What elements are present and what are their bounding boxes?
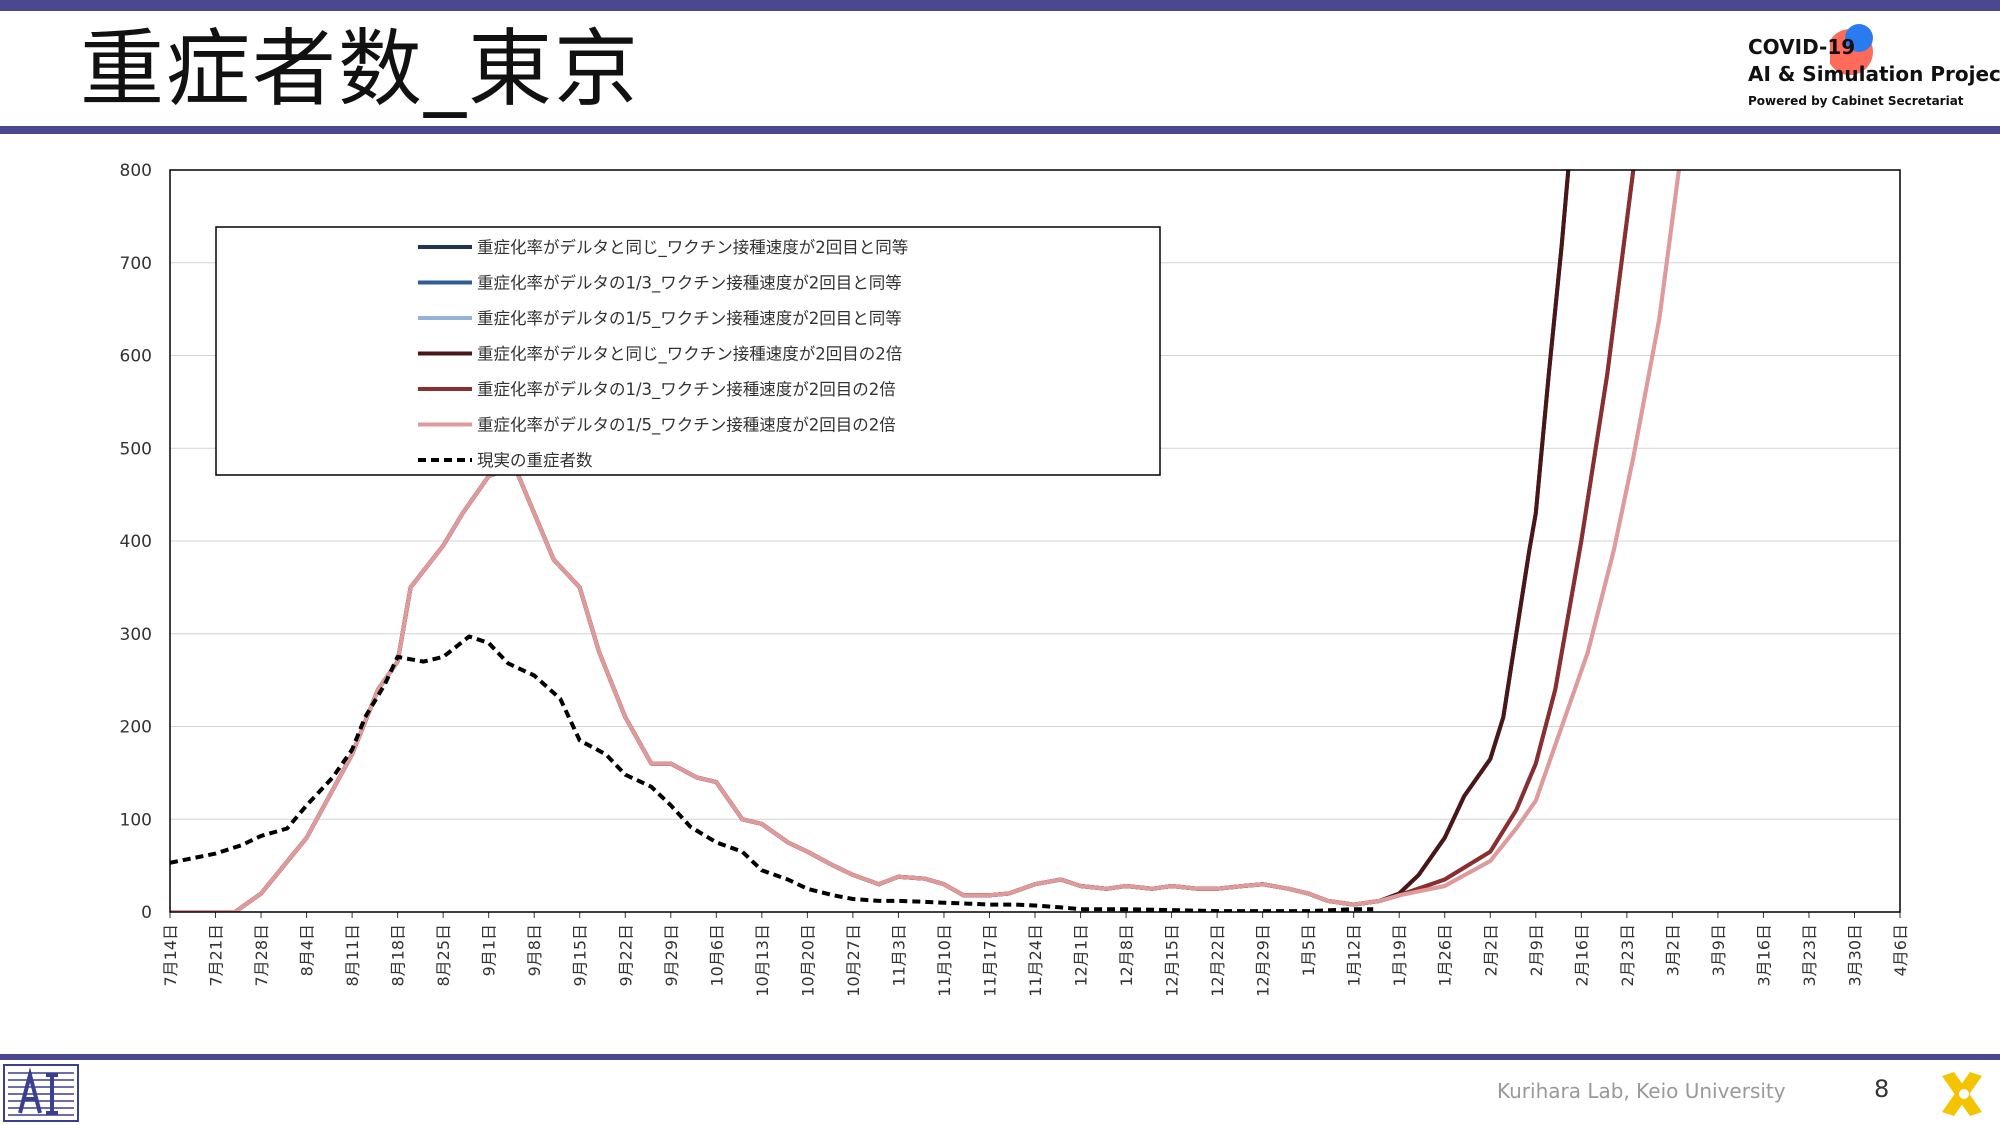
x-tick-label: 10月6日 — [707, 924, 726, 987]
legend-label-2: 重症化率がデルタの1/3_ワクチン接種速度が2回目と同等 — [477, 273, 902, 294]
footer-credit: Kurihara Lab, Keio University — [1497, 1079, 1786, 1103]
x-tick-label: 1月19日 — [1390, 924, 1409, 987]
x-tick-label: 3月9日 — [1709, 924, 1728, 976]
y-tick-label: 200 — [120, 718, 152, 738]
y-tick-label: 700 — [120, 254, 152, 274]
legend-box — [215, 226, 1161, 476]
covid-ai-simulation-logo: COVID-19 AI & Simulation Project Powered… — [1745, 22, 2000, 117]
y-tick-label: 0 — [141, 903, 152, 923]
x-tick-label: 12月22日 — [1208, 924, 1227, 997]
x-tick-label: 11月3日 — [889, 924, 908, 987]
x-tick-label: 9月15日 — [571, 924, 590, 987]
severe-cases-line-chart: 0 100 200 300 400 500 600 700 800 7月14日 7月21日 7月28日… — [120, 161, 1910, 997]
x-tick-label: 12月15日 — [1163, 924, 1182, 997]
x-tick-label: 10月20日 — [798, 924, 817, 997]
footer-rule — [0, 1054, 2000, 1060]
x-tick-label: 11月24日 — [1026, 924, 1045, 997]
x-tick-label: 1月5日 — [1299, 924, 1318, 976]
x-tick-label: 8月25日 — [434, 924, 453, 987]
y-tick-label: 100 — [120, 810, 152, 830]
x-tick-label: 9月22日 — [616, 924, 635, 987]
logo-title: COVID-19 — [1748, 35, 1856, 59]
x-tick-label: 7月28日 — [252, 924, 271, 987]
series-line-7 — [170, 634, 1374, 912]
x-tick-label: 11月10日 — [935, 924, 954, 997]
y-tick-label: 600 — [120, 347, 152, 367]
x-tick-label: 9月29日 — [662, 924, 681, 987]
ai-circuit-logo-icon — [3, 1064, 79, 1122]
y-tick-label: 500 — [120, 439, 152, 459]
x-tick-label: 3月2日 — [1663, 924, 1682, 976]
x-tick-label: 11月17日 — [980, 924, 999, 997]
legend-label-3: 重症化率がデルタの1/5_ワクチン接種速度が2回目と同等 — [477, 308, 902, 329]
x-tick-label: 2月9日 — [1527, 924, 1546, 976]
x-tick-label: 7月21日 — [207, 924, 226, 987]
x-tick-label: 2月23日 — [1618, 924, 1637, 987]
legend-label-6: 重症化率がデルタの1/5_ワクチン接種速度が2回目の2倍 — [477, 415, 896, 436]
logo-tagline: Powered by Cabinet Secretariat — [1748, 94, 1964, 108]
y-tick-label: 300 — [120, 625, 152, 645]
x-tick-label: 4月6日 — [1891, 924, 1910, 976]
legend-label-5: 重症化率がデルタの1/3_ワクチン接種速度が2回目の2倍 — [477, 379, 896, 400]
legend-label-4: 重症化率がデルタと同じ_ワクチン接種速度が2回目の2倍 — [477, 344, 902, 365]
x-tick-label: 9月8日 — [525, 924, 544, 976]
x-tick-label: 2月2日 — [1481, 924, 1500, 976]
x-tick-label: 1月26日 — [1436, 924, 1455, 987]
x-tick-label: 3月30日 — [1845, 924, 1864, 987]
x-tick-label: 2月16日 — [1572, 924, 1591, 987]
y-tick-label: 800 — [120, 161, 152, 181]
page-title: 重症者数_東京 — [80, 20, 641, 118]
x-tick-label: 8月11日 — [343, 924, 362, 987]
x-tick-label: 7月14日 — [161, 924, 180, 987]
x-tick-label: 3月16日 — [1754, 924, 1773, 987]
x-tick-label: 12月1日 — [1072, 924, 1091, 987]
x-tick-label: 9月1日 — [480, 924, 499, 976]
x-tick-label: 8月4日 — [298, 924, 317, 976]
header-rule — [0, 126, 2000, 134]
x-tick-label: 10月13日 — [753, 924, 772, 997]
page-number: 8 — [1874, 1075, 1890, 1103]
x-tick-label: 1月12日 — [1345, 924, 1364, 987]
top-accent-bar — [0, 0, 2000, 11]
x-tick-label: 12月8日 — [1117, 924, 1136, 987]
x-tick-label: 8月18日 — [389, 924, 408, 987]
logo-subtitle: AI & Simulation Project — [1748, 62, 2000, 86]
logo-circle-blue — [1845, 24, 1873, 52]
x-tick-label: 10月27日 — [844, 924, 863, 997]
legend-label-7: 現実の重症者数 — [477, 451, 593, 470]
yellow-x-logo-icon — [1942, 1072, 1982, 1116]
logo-circles-icon — [1830, 24, 1873, 75]
y-tick-label: 400 — [120, 532, 152, 552]
plot-border — [169, 169, 1901, 913]
legend-label-1: 重症化率がデルタと同じ_ワクチン接種速度が2回目と同等 — [477, 237, 908, 258]
x-tick-label: 3月23日 — [1800, 924, 1819, 987]
x-tick-label: 12月29日 — [1254, 924, 1273, 997]
series-line-6 — [170, 170, 1681, 912]
